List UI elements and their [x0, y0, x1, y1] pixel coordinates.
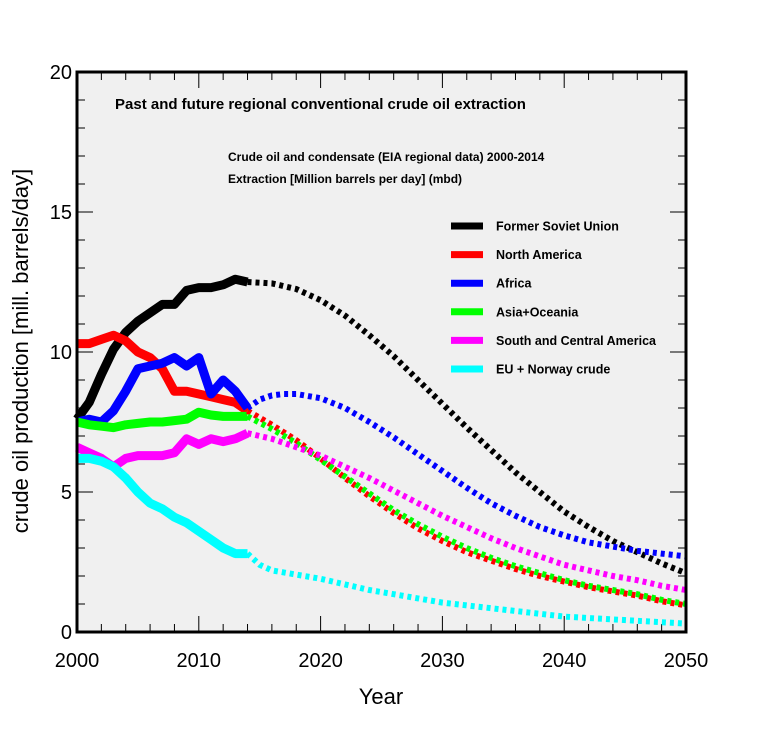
- x-axis-title: Year: [359, 684, 403, 709]
- projection-line-asia-oceania: [246, 413, 687, 607]
- projection-series: [245, 279, 688, 627]
- y-axis-title: crude oil production [mill. barrels/day]: [8, 169, 33, 533]
- chart-title: Past and future regional conventional cr…: [115, 96, 526, 113]
- x-tick-label: 2000: [55, 650, 100, 672]
- y-tick-labels: 0 5 10 15 20: [50, 62, 72, 644]
- projection-line-africa: [245, 391, 687, 560]
- y-tick-label: 5: [61, 482, 72, 504]
- chart-subtitle-line-2: Extraction [Million barrels per day] (mb…: [228, 172, 462, 186]
- x-tick-labels: 2000 2010 2020 2030 2040 2050: [55, 650, 709, 672]
- x-tick-label: 2020: [298, 650, 343, 672]
- legend-label-south-and-central-america: South and Central America: [496, 334, 657, 348]
- historical-line-africa: [75, 353, 252, 427]
- historical-series: [73, 274, 252, 559]
- historical-line-former-soviet-union: [73, 274, 249, 422]
- y-tick-label: 0: [61, 622, 72, 644]
- x-tick-label: 2050: [664, 650, 709, 672]
- historical-line-eu-norway-crude: [77, 453, 248, 559]
- x-tick-label: 2010: [177, 650, 222, 672]
- legend-label-former-soviet-union: Former Soviet Union: [496, 220, 619, 234]
- plot-frame: [75, 70, 688, 634]
- historical-line-north-america: [77, 330, 251, 415]
- y-tick-label: 15: [50, 202, 72, 224]
- y-tick-label: 10: [50, 342, 72, 364]
- chart-subtitle-line-1: Crude oil and condensate (EIA regional d…: [228, 150, 545, 164]
- projection-line-south-and-central-america: [246, 430, 687, 593]
- x-tick-label: 2040: [542, 650, 587, 672]
- legend-label-africa: Africa: [496, 277, 532, 291]
- projection-line-eu-norway-crude: [245, 551, 687, 627]
- legend-label-asia-oceania: Asia+Oceania: [496, 305, 579, 319]
- legend-label-eu-norway-crude: EU + Norway crude: [496, 363, 610, 377]
- legend: Former Soviet Union North America Africa As…: [451, 220, 657, 377]
- legend-label-north-america: North America: [496, 248, 583, 262]
- x-tick-label: 2030: [420, 650, 465, 672]
- y-tick-label: 20: [50, 62, 72, 84]
- historical-line-asia-oceania: [75, 407, 248, 433]
- projection-line-former-soviet-union: [247, 279, 688, 576]
